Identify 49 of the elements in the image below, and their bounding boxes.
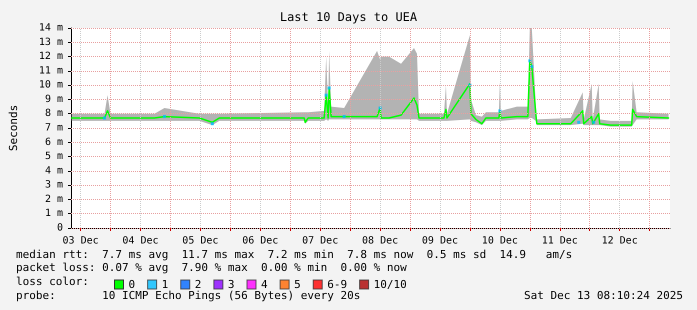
legend-label: 6-9 [327, 278, 348, 291]
x-tick-label: 04 Dec [122, 236, 159, 246]
legend-label: 5 [294, 278, 301, 291]
text: Sat Dec 13 08:10:24 2025 [524, 289, 684, 302]
x-tick-label: 08 Dec [362, 236, 398, 246]
y-tick-label: 12 m [38, 51, 63, 62]
y-tick-label: 8 m [44, 108, 63, 120]
point [592, 120, 596, 124]
x-tick-label: 06 Dec [242, 236, 278, 246]
y-tick-label: 9 m [44, 94, 63, 105]
x-tick-label: 07 Dec [302, 236, 338, 246]
legend-title: loss color: [16, 275, 89, 288]
point [162, 115, 166, 118]
legend-label: 4 [260, 278, 268, 291]
point [577, 120, 580, 124]
legend-label: 0 [128, 278, 136, 291]
x-tick-label: 10 Dec [482, 236, 518, 246]
legend-label: 1 [162, 278, 168, 291]
y-tick-label: 3 m [44, 180, 63, 191]
point [103, 116, 106, 120]
y-tick-label: 10 m [38, 80, 63, 91]
y-tick-label: 13 m [38, 36, 63, 48]
y-tick-label: 5 m [44, 151, 63, 162]
point [342, 115, 346, 118]
y-tick-label: 2 m [44, 194, 63, 205]
text: median rtt: 7.7 ms avg 11.7 ms max 7.2 ms min 7.8 ms now 0.5 ms sd 14.9 am/s [16, 248, 572, 261]
y-tick-label: 6 m [44, 136, 63, 148]
y-tick-label: 1 m [44, 208, 63, 220]
point [324, 94, 328, 97]
x-tick-label: 11 Dec [542, 236, 578, 246]
y-tick-label: 0 [56, 222, 63, 234]
legend-label: 10/10 [374, 278, 407, 291]
y-tick-label: 11 m [38, 65, 63, 76]
chart-title: Last 10 Days to UEA [280, 10, 418, 24]
legend-label: 3 [228, 278, 234, 291]
legend-label: 2 [194, 278, 202, 291]
x-tick-label: 09 Dec [422, 236, 458, 246]
x-tick-label: 12 Dec [602, 236, 638, 246]
y-axis-title: Seconds [7, 104, 20, 152]
y-tick-label: 4 m [44, 165, 63, 176]
text: probe: 10 ICMP Echo Pings (56 Bytes) every 20s [16, 289, 360, 302]
y-tick-label: 7 m [44, 122, 63, 134]
point [328, 86, 331, 90]
y-tick-label: 14 m [38, 22, 63, 34]
point [210, 122, 214, 126]
x-tick-label: 05 Dec [182, 236, 218, 246]
text: packet loss: 0.07 % avg 7.90 % max 0.00 % min 0.00 % now [16, 261, 408, 274]
x-tick-label: 03 Dec [62, 236, 99, 246]
line-series [70, 60, 670, 126]
